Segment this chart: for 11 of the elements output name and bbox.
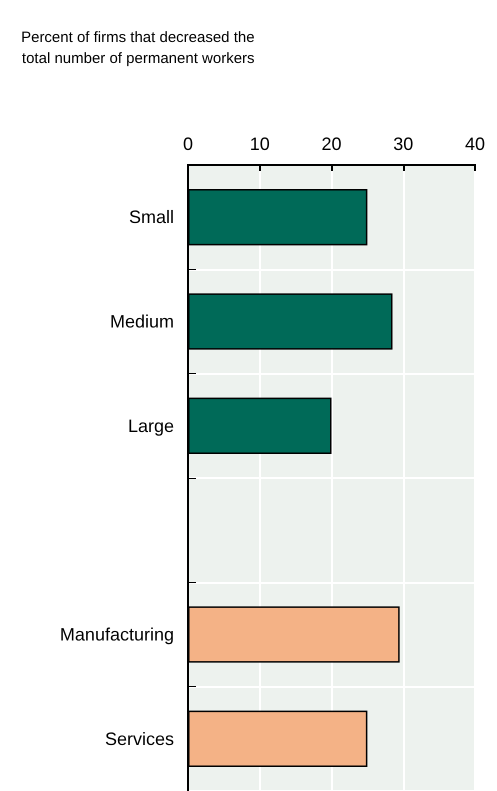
x-tick-label: 0	[182, 134, 194, 154]
chart-title: Percent of firms that decreased the total number of permanent workers	[21, 29, 255, 67]
y-tick-label: Manufacturing	[60, 624, 174, 644]
x-tick-label: 30	[393, 134, 414, 154]
x-tick-label: 20	[321, 134, 342, 154]
x-tick-label: 10	[250, 134, 270, 154]
y-tick-label: Medium	[110, 312, 174, 332]
y-tick-label: Services	[104, 728, 174, 749]
y-tick-label: Small	[128, 207, 174, 228]
x-tick-label: 40	[464, 134, 486, 154]
y-tick-label: Large	[128, 416, 174, 436]
